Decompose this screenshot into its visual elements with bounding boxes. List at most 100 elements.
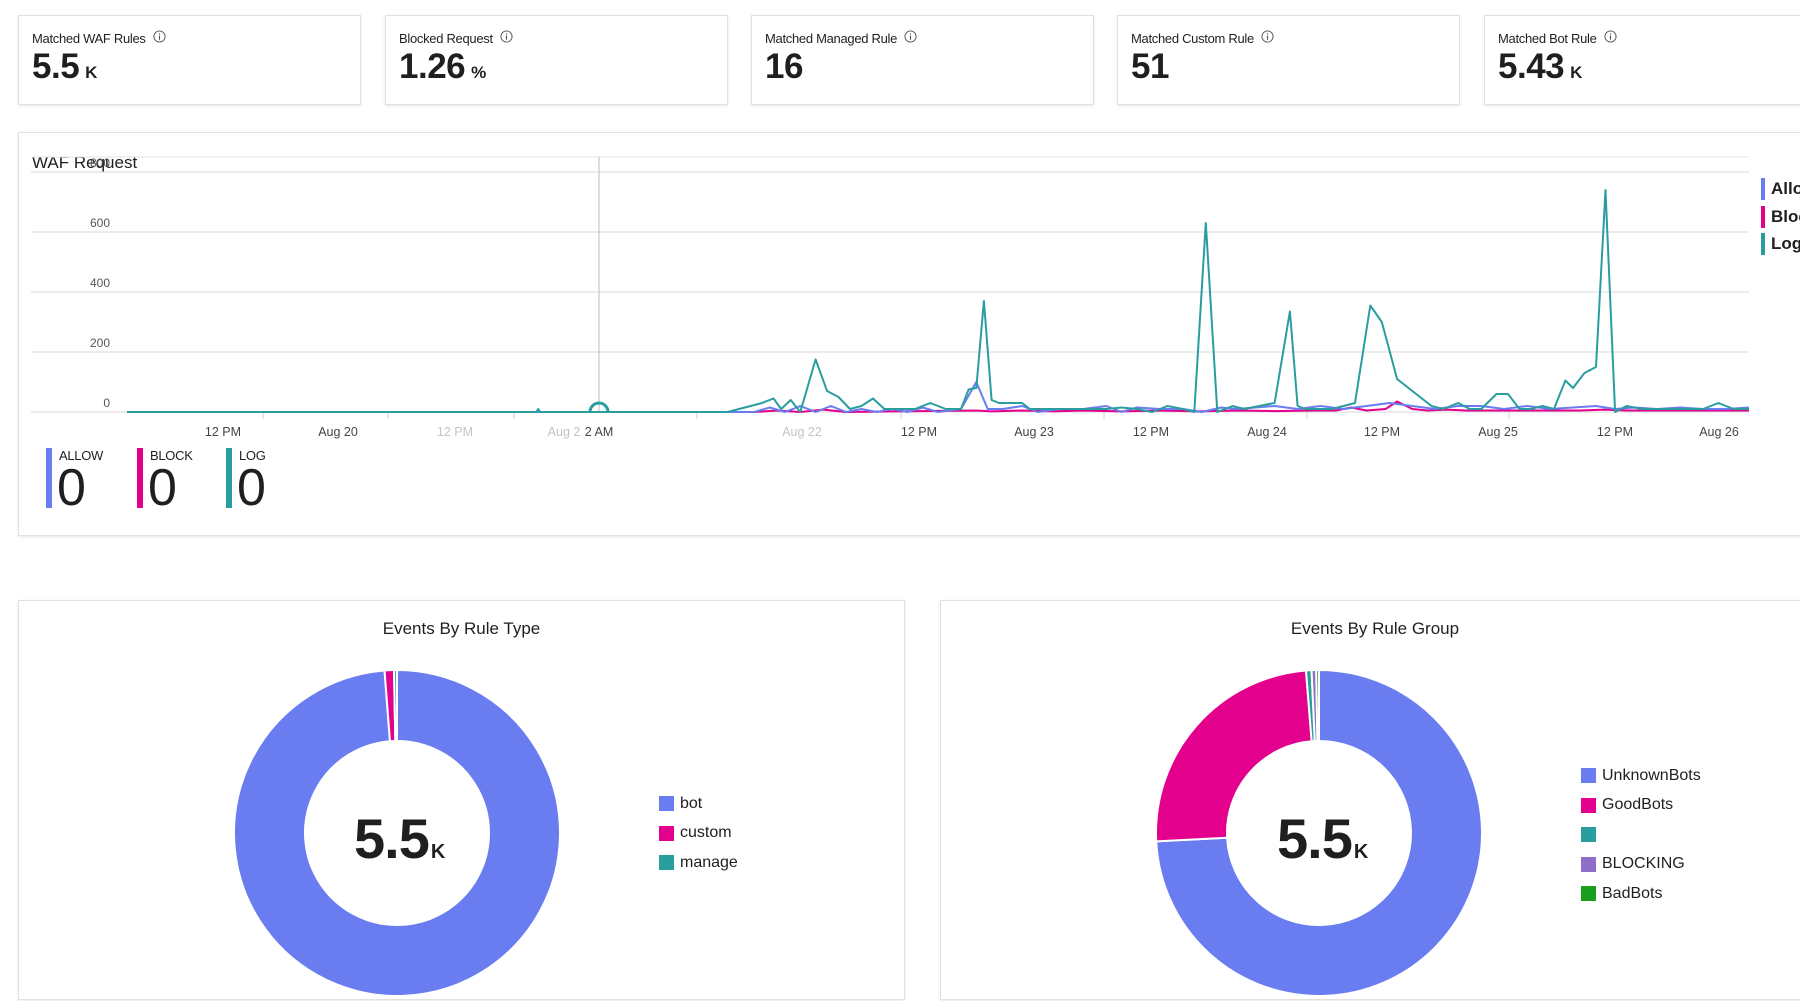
x-tick-label: 2 AM <box>585 425 614 439</box>
summary-allow: ALLOW 0 <box>46 448 116 516</box>
stat-card[interactable]: Matched Custom Rule 51 <box>1117 15 1460 105</box>
stat-title: Matched Bot Rule <box>1498 30 1617 46</box>
legend-swatch <box>1761 178 1765 200</box>
rule-type-title: Events By Rule Type <box>382 619 541 638</box>
legend-label: GoodBots <box>1602 796 1674 814</box>
info-icon[interactable] <box>146 30 166 46</box>
legend-item[interactable] <box>1581 820 1701 850</box>
x-tick-label: Aug 2 <box>548 425 581 439</box>
summary-label: ALLOW <box>59 448 104 463</box>
legend-label: custom <box>680 824 732 842</box>
legend-item[interactable]: Log <box>1761 233 1800 255</box>
summary-bar <box>226 448 232 508</box>
info-icon[interactable] <box>493 30 513 46</box>
stat-unit: % <box>471 63 486 82</box>
donut-slice <box>1155 669 1313 843</box>
x-tick-label: 12 PM <box>901 425 937 439</box>
rule-group-title: Events By Rule Group <box>1290 619 1460 638</box>
legend-label: Bloc <box>1771 206 1800 226</box>
summary-label: LOG <box>239 448 266 463</box>
y-tick-label: 800 <box>90 156 110 170</box>
legend-swatch <box>1581 827 1596 843</box>
summary-bar <box>46 448 52 508</box>
donut-slice <box>233 668 561 997</box>
rule-type-donut[interactable] <box>19 601 906 1001</box>
legend-item[interactable]: BadBots <box>1581 879 1701 909</box>
legend-label: UnknownBots <box>1602 766 1701 784</box>
waf-request-chart[interactable]: 800 600 400 200 0 12 PM Aug 20 12 PM Aug 2 2 AM Au… <box>19 133 1800 443</box>
y-tick-label: 600 <box>90 216 110 230</box>
rule-group-donut[interactable] <box>941 601 1800 1001</box>
x-tick-label: Aug 24 <box>1247 425 1287 439</box>
stat-card[interactable]: Blocked Request 1.26% <box>385 15 728 105</box>
legend-swatch <box>1761 233 1765 255</box>
x-tick-label: 12 PM <box>437 425 473 439</box>
legend-label: Allo <box>1771 179 1800 198</box>
donut-slice <box>393 668 398 743</box>
donut-slice <box>1315 668 1320 743</box>
legend-swatch <box>1581 886 1596 902</box>
stat-title: Blocked Request <box>399 30 513 46</box>
info-icon[interactable] <box>1254 30 1274 46</box>
summary-value: 0 <box>57 459 86 517</box>
rule-group-center-value: 5.5 K <box>1277 807 1368 870</box>
x-tick-label: Aug 20 <box>318 425 358 439</box>
stat-value: 5.5 K <box>32 47 97 86</box>
stat-value: 16 <box>765 47 803 86</box>
legend-item[interactable]: Allo <box>1761 178 1800 200</box>
x-tick-label: 12 PM <box>1597 425 1633 439</box>
legend-item[interactable]: GoodBots <box>1581 791 1701 821</box>
stat-card[interactable]: Matched Managed Rule 16 <box>751 15 1094 105</box>
stat-card[interactable]: Matched WAF Rules 5.5 K <box>18 15 361 105</box>
x-tick-label: Aug 25 <box>1478 425 1518 439</box>
legend-label: Log <box>1771 234 1800 253</box>
series-line-log <box>127 189 1749 413</box>
stat-unit: K <box>85 63 97 82</box>
info-icon[interactable] <box>1597 30 1617 46</box>
legend-item[interactable]: bot <box>659 789 738 819</box>
stat-value: 5.43 K <box>1498 47 1582 86</box>
summary-block: BLOCK 0 <box>137 448 207 516</box>
waf-request-card: WAF Request 800 600 400 200 0 12 PM Aug 20 12 P… <box>18 132 1800 536</box>
summary-value: 0 <box>237 459 266 517</box>
summary-value: 0 <box>148 459 177 517</box>
waf-request-title: WAF Request <box>32 153 138 172</box>
summary-bar <box>137 448 143 508</box>
x-tick-label: 12 PM <box>1364 425 1400 439</box>
x-tick-label: Aug 22 <box>782 425 822 439</box>
legend-swatch <box>659 825 674 841</box>
y-tick-label: 0 <box>103 396 110 410</box>
legend-swatch <box>1761 205 1765 228</box>
x-tick-label: 12 PM <box>205 425 241 439</box>
x-tick-label: 12 PM <box>1133 425 1169 439</box>
legend-swatch <box>1581 797 1596 813</box>
legend-item[interactable]: BLOCKING <box>1581 850 1701 880</box>
info-icon[interactable] <box>897 30 917 46</box>
legend-item[interactable]: Bloc <box>1761 205 1800 228</box>
x-tick-label: Aug 23 <box>1014 425 1054 439</box>
y-tick-label: 200 <box>90 336 110 350</box>
legend-swatch <box>1581 768 1596 784</box>
donut-slice <box>1155 668 1483 997</box>
summary-label: BLOCK <box>150 448 193 463</box>
stat-value: 1.26% <box>399 47 486 86</box>
legend-item[interactable]: UnknownBots <box>1581 761 1701 791</box>
rule-type-card: Events By Rule Type 5.5 K bot custom manage <box>18 600 905 1000</box>
stat-title: Matched WAF Rules <box>32 30 166 46</box>
legend-label: manage <box>680 853 738 871</box>
rule-type-legend: bot custom manage <box>659 789 738 878</box>
stat-value: 51 <box>1131 47 1169 86</box>
legend-label: BLOCKING <box>1602 855 1685 873</box>
legend-item[interactable]: manage <box>659 848 738 878</box>
stat-card[interactable]: Matched Bot Rule 5.43 K <box>1484 15 1800 105</box>
y-tick-label: 400 <box>90 276 110 290</box>
legend-swatch <box>659 855 674 871</box>
stat-title: Matched Custom Rule <box>1131 30 1274 46</box>
rule-group-card: Events By Rule Group 5.5 K UnknownBots Goo… <box>940 600 1800 1000</box>
legend-label: bot <box>680 794 703 812</box>
legend-item[interactable]: custom <box>659 819 738 849</box>
legend-swatch <box>659 796 674 812</box>
rule-type-center-value: 5.5 K <box>354 807 445 870</box>
series-line-allow <box>127 381 1750 413</box>
x-tick-label: Aug 26 <box>1699 425 1739 439</box>
